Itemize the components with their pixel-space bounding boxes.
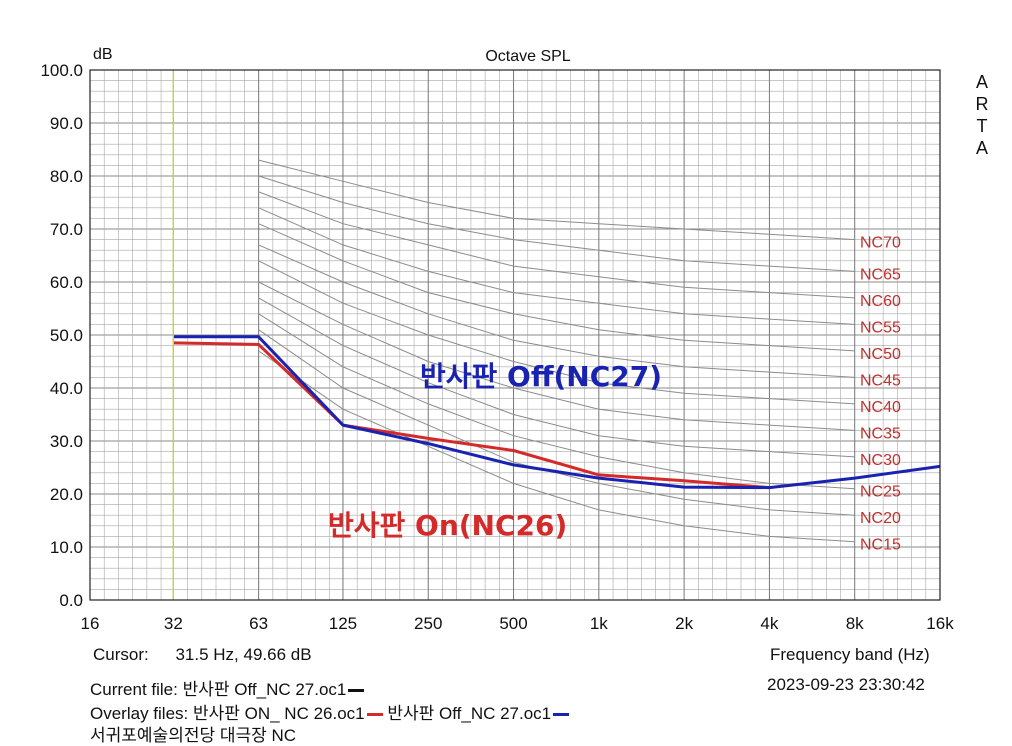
current-file-row: Current file: 반사판 Off_NC 27.oc1	[90, 675, 365, 700]
annotation-on: 반사판 On(NC26)	[328, 509, 567, 542]
nc-label-nc15: NC15	[860, 537, 901, 554]
nc-curve-nc50	[258, 223, 855, 352]
y-tick-label: 30.0	[50, 432, 83, 451]
y-tick-label: 60.0	[50, 273, 83, 292]
annotation-off: 반사판 Off(NC27)	[420, 360, 662, 393]
overlay-file-2-line-marker	[553, 713, 570, 717]
x-tick-label: 8k	[846, 614, 864, 633]
nc-label-nc35: NC35	[860, 425, 901, 442]
x-tick-label: 125	[329, 614, 357, 633]
brand-letter: R	[976, 94, 989, 114]
brand-letter: T	[977, 116, 988, 136]
nc-curve-nc65	[258, 175, 855, 272]
cursor-readout: Cursor: 31.5 Hz, 49.66 dB	[93, 645, 312, 665]
cursor-value: 31.5 Hz, 49.66 dB	[175, 645, 312, 664]
overlay-file-1-line-marker	[366, 713, 383, 717]
nc-label-nc25: NC25	[860, 484, 901, 501]
brand-letter: A	[976, 72, 988, 92]
nc-label-nc40: NC40	[860, 399, 901, 416]
x-tick-label: 16k	[926, 614, 954, 633]
nc-curve-nc40	[258, 260, 855, 405]
y-tick-label: 40.0	[50, 379, 83, 398]
nc-curve-nc30	[258, 297, 855, 458]
nc-curve-nc15	[258, 350, 855, 543]
plot-frame	[89, 69, 941, 601]
nc-label-nc20: NC20	[860, 510, 901, 527]
overlay-file-1: 반사판 ON_ NC 26.oc1	[192, 704, 365, 723]
series-annotations: 반사판 Off(NC27) 반사판 On(NC26)	[328, 360, 662, 542]
chart-title: Octave SPL	[485, 48, 570, 65]
series-line-off	[173, 335, 941, 490]
measurement-series	[173, 335, 941, 490]
nc-reference-curves: NC15 NC20 NC25 NC30 NC35 NC40 NC45 NC50 NC55 NC60…	[258, 159, 901, 554]
current-file-label: Current file:	[90, 680, 178, 699]
nc-curve-nc70	[258, 159, 855, 241]
y-axis-tick-labels: 0.0 10.0 20.0 30.0 40.0 50.0 60.0 70.0 80.0 90.0 1…	[40, 61, 83, 610]
y-tick-label: 80.0	[50, 167, 83, 186]
nc-curve-nc45	[258, 244, 855, 378]
overlay-files-label: Overlay files:	[90, 704, 189, 723]
nc-label-nc50: NC50	[860, 346, 901, 363]
current-file-value: 반사판 Off_NC 27.oc1	[182, 680, 347, 699]
x-tick-label: 32	[164, 614, 183, 633]
nc-curve-nc25	[258, 313, 855, 490]
x-tick-label: 250	[414, 614, 442, 633]
series-line-on	[173, 341, 770, 490]
nc-label-nc55: NC55	[860, 319, 901, 336]
cursor-label: Cursor:	[93, 645, 149, 664]
y-tick-label: 20.0	[50, 485, 83, 504]
overlay-file-2: 반사판 Off_NC 27.oc1	[387, 704, 552, 723]
nc-label-nc65: NC65	[860, 266, 901, 283]
nc-curve-nc35	[258, 281, 855, 431]
y-tick-label: 50.0	[50, 326, 83, 345]
overlay-files-row: Overlay files: 반사판 ON_ NC 26.oc1 반사판 Off…	[90, 699, 570, 724]
y-tick-label: 10.0	[50, 538, 83, 557]
nc-curve-nc60	[258, 191, 855, 299]
y-tick-label: 0.0	[59, 591, 83, 610]
datetime-label: 2023-09-23 23:30:42	[767, 675, 925, 694]
y-tick-label: 100.0	[40, 61, 83, 80]
nc-label-nc30: NC30	[860, 452, 901, 469]
brand-letter: A	[976, 138, 988, 158]
frequency-band-label: Frequency band (Hz)	[770, 645, 930, 664]
nc-curve-nc55	[258, 207, 855, 325]
current-file-line-marker	[348, 689, 365, 693]
x-tick-label: 1k	[590, 614, 608, 633]
venue-label: 서귀포예술의전당 대극장 NC	[90, 726, 297, 745]
y-tick-label: 90.0	[50, 114, 83, 133]
x-tick-label: 2k	[675, 614, 693, 633]
x-tick-label: 16	[81, 614, 100, 633]
x-tick-label: 63	[249, 614, 268, 633]
nc-label-nc45: NC45	[860, 372, 901, 389]
y-tick-label: 70.0	[50, 220, 83, 239]
nc-label-nc70: NC70	[860, 235, 901, 252]
x-axis-tick-labels: 16 32 63 125 250 500 1k 2k 4k 8k 16k	[81, 614, 955, 633]
x-tick-label: 4k	[760, 614, 778, 633]
x-tick-label: 500	[499, 614, 527, 633]
nc-label-nc60: NC60	[860, 293, 901, 310]
y-axis-unit-label: dB	[93, 46, 113, 63]
